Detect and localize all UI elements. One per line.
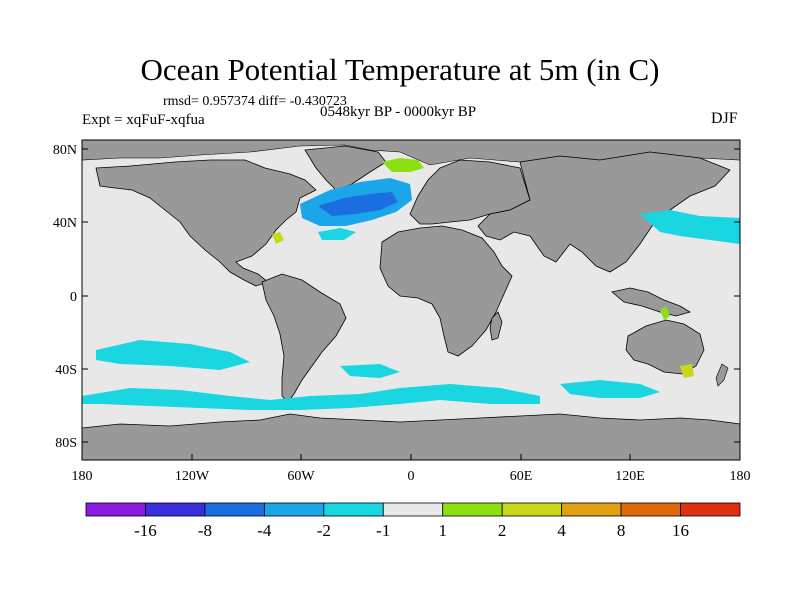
colorbar-swatch-4	[323, 502, 384, 517]
lat-label-80s: 80S	[55, 436, 77, 451]
southern-ocean-cyan-band	[82, 384, 540, 410]
experiment-label: Expt = xqFuF-xqfua	[82, 112, 205, 128]
lon-label-180e: 180	[730, 469, 751, 484]
mid-atlantic-cyan-patch	[318, 228, 356, 240]
colorbar-label-3: -2	[317, 521, 331, 540]
colorbar-label-6: 2	[498, 521, 507, 540]
lon-label-180w: 180	[72, 469, 93, 484]
southern-ocean-cyan-patch-2	[560, 380, 660, 398]
colorbar-label-8: 8	[617, 521, 626, 540]
colorbar-swatch-2	[204, 502, 265, 517]
lon-label-0: 0	[408, 469, 415, 484]
africa-land	[379, 225, 513, 357]
south-america-land	[261, 273, 347, 403]
greenland-land	[304, 145, 387, 191]
australia-land	[625, 319, 705, 375]
longitude-ticks	[81, 454, 741, 460]
colorbar-swatch-1	[145, 502, 206, 517]
antarctica-land	[81, 413, 741, 461]
lon-label-120e: 120E	[615, 469, 645, 484]
lat-label-0: 0	[70, 290, 77, 305]
colorbar-swatch-7	[501, 502, 563, 517]
colorbar-label-1: -8	[198, 521, 212, 540]
lat-label-80n: 80N	[53, 143, 77, 158]
lat-label-40s: 40S	[55, 363, 77, 378]
colorbar-label-2: -4	[257, 521, 272, 540]
colorbar: -16 -8 -4 -2 -1 1 2 4 8 16	[85, 502, 741, 540]
lat-label-40n: 40N	[53, 216, 77, 231]
lon-label-60e: 60E	[510, 469, 533, 484]
colorbar-swatch-3	[263, 502, 325, 517]
stats-text: rmsd= 0.957374 diff= -0.430723	[163, 94, 347, 109]
period-label: 0548kyr BP - 0000kyr BP	[320, 104, 477, 120]
season-label: DJF	[711, 110, 738, 127]
map-panel: 80N 40N 0 40S 80S 180 120W 60W 0 60E 120…	[53, 139, 751, 484]
north-atlantic-strong-cold-anomaly	[318, 192, 398, 216]
colorbar-swatch-8	[561, 502, 622, 517]
greenland-sea-warm-anomaly	[382, 158, 424, 172]
madagascar-land	[489, 311, 503, 341]
colorbar-label-9: 16	[672, 521, 689, 540]
indonesia-land	[611, 287, 691, 317]
new-zealand-land	[715, 363, 729, 387]
latitude-ticks	[82, 148, 740, 443]
asia-land	[477, 151, 731, 273]
lon-label-60w: 60W	[287, 469, 315, 484]
colorbar-swatch-9	[620, 502, 681, 517]
map-title: Ocean Potential Temperature at 5m (in C)	[140, 52, 660, 87]
indonesia-warm-anomaly	[660, 306, 670, 320]
colorbar-label-4: -1	[376, 521, 390, 540]
south-atlantic-cyan-patch	[340, 364, 400, 378]
colorbar-swatch-10	[680, 502, 741, 517]
pacific-cyan-anomaly-1	[96, 340, 250, 370]
colorbar-swatch-5	[382, 502, 444, 517]
colorbar-swatch-6	[442, 502, 503, 517]
north-america-land	[95, 159, 317, 287]
australia-warm-anomaly	[680, 364, 694, 378]
colorbar-label-5: 1	[438, 521, 447, 540]
colorbar-swatch-0	[85, 502, 146, 517]
colorbar-label-7: 4	[557, 521, 566, 540]
pacific-cyan-anomaly-2	[640, 210, 740, 244]
colorbar-label-0: -16	[134, 521, 157, 540]
labrador-warm-anomaly	[272, 232, 284, 244]
lon-label-120w: 120W	[175, 469, 210, 484]
